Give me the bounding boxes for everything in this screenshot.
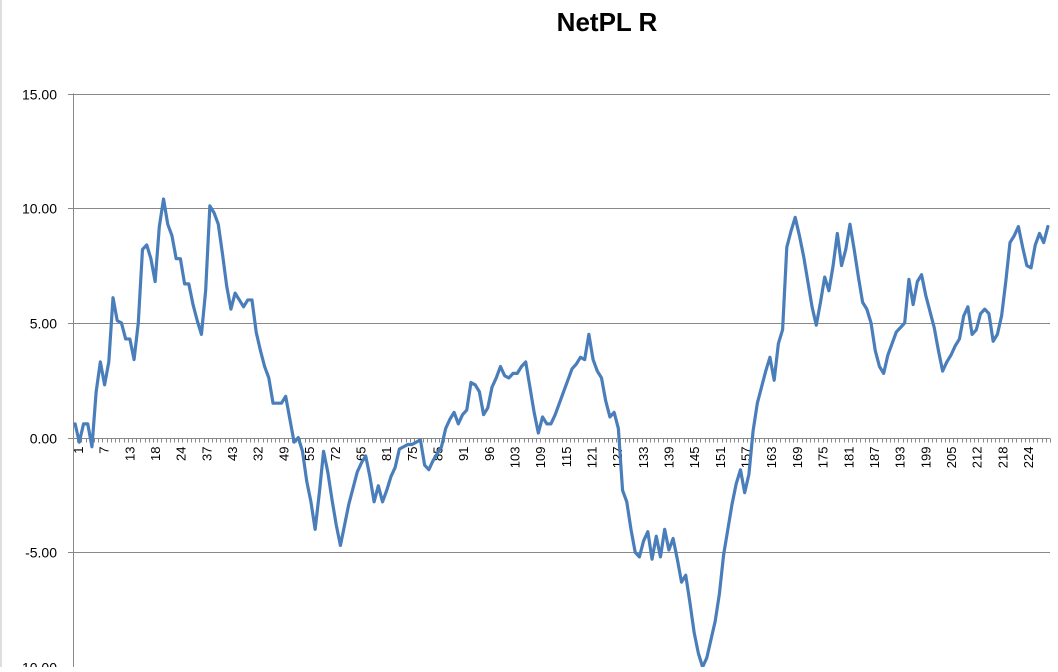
x-tick-label: 169 [790, 447, 805, 469]
x-tick-label: 55 [302, 447, 317, 461]
x-tick-label: 43 [225, 447, 240, 461]
x-tick-label: 115 [559, 447, 574, 468]
y-tick-label: 5.00 [30, 316, 57, 332]
x-tick-label: 109 [533, 447, 548, 469]
x-tick-label: 218 [995, 447, 1010, 469]
y-tick-label: 15.00 [22, 87, 57, 103]
x-tick-label: 18 [148, 447, 163, 461]
x-tick-label: 139 [662, 447, 677, 469]
x-tick-label: 121 [585, 447, 600, 469]
x-tick-label: 49 [276, 447, 291, 461]
x-tick-label: 175 [816, 447, 831, 469]
x-tick-label: 13 [122, 447, 137, 461]
y-tick-label: 10.00 [22, 201, 57, 217]
x-tick-label: 224 [1021, 447, 1036, 469]
x-tick-label: 145 [687, 447, 702, 469]
x-tick-label: 181 [841, 447, 856, 469]
x-tick-label: 72 [328, 447, 343, 461]
x-tick-label: 91 [456, 447, 471, 461]
x-tick-label: 151 [713, 447, 728, 469]
x-tick-label: 205 [944, 447, 959, 469]
y-tick-label: 0.00 [30, 431, 57, 447]
x-tick-label: 163 [764, 447, 779, 469]
x-tick-label: 212 [970, 447, 985, 469]
x-tick-label: 7 [97, 447, 112, 454]
x-tick-label: 96 [482, 447, 497, 461]
x-tick-label: 187 [867, 447, 882, 469]
x-tick-label: 1 [71, 447, 86, 454]
x-tick-label: 75 [405, 447, 420, 461]
axes [68, 93, 1051, 668]
x-tick-label: 127 [610, 447, 625, 469]
x-tick-label: 133 [636, 447, 651, 469]
x-tick-label: 199 [918, 447, 933, 469]
x-tick-label: 32 [251, 447, 266, 461]
x-tick-label: 81 [379, 447, 394, 461]
x-tick-label: 103 [507, 447, 522, 469]
series-line-netpl-r [73, 197, 1050, 669]
x-tick-label: 24 [174, 447, 189, 461]
chart-title: NetPL R [557, 7, 658, 37]
y-tick-label: -5.00 [25, 545, 57, 561]
y-axis-tick-labels: 15.00 10.00 5.00 0.00 -5.00 -10.00 [17, 87, 57, 672]
series-layer [73, 197, 1050, 669]
x-tick-label: 37 [199, 447, 214, 461]
x-tick-label: 193 [893, 447, 908, 469]
y-tick-label: -10.00 [17, 660, 57, 668]
x-axis-tick-labels: 1 7 13 18 24 37 43 32 49 55 72 65 81 75 85 91 96 103 109 11… [71, 447, 1036, 469]
